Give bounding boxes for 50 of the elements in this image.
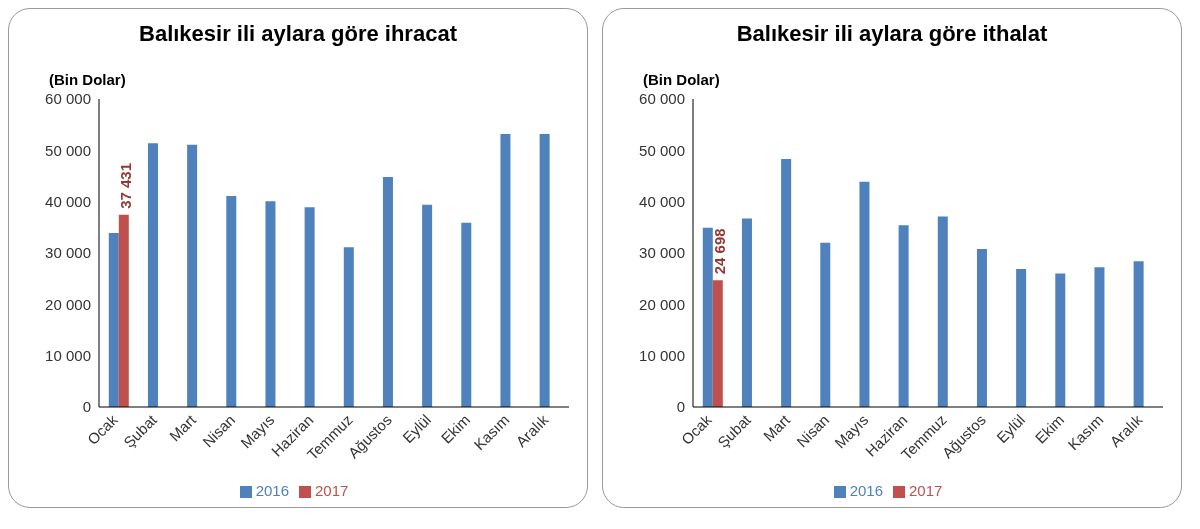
bar xyxy=(1055,273,1066,407)
y-axis-title: (Bin Dolar) xyxy=(49,71,126,88)
y-tick-label: 30 000 xyxy=(45,244,91,262)
bar xyxy=(118,214,129,407)
y-tick-label: 10 000 xyxy=(45,346,91,364)
y-tick-label: 30 000 xyxy=(639,244,685,262)
bar xyxy=(108,232,119,407)
bar xyxy=(820,242,831,407)
bar xyxy=(500,133,511,407)
legend-label: 2017 xyxy=(909,482,943,499)
bar xyxy=(226,196,237,407)
bar xyxy=(1133,261,1144,407)
y-tick-label: 10 000 xyxy=(639,346,685,364)
bar xyxy=(422,204,433,407)
bar xyxy=(702,227,713,407)
y-tick-label: 60 000 xyxy=(639,90,685,108)
bar xyxy=(976,248,987,407)
chart-title: Balıkesir ili aylara göre ihracat xyxy=(138,21,458,47)
data-label: 37 431 xyxy=(116,162,134,209)
bar xyxy=(1094,267,1105,407)
y-tick-label: 0 xyxy=(82,398,91,416)
y-axis-title: (Bin Dolar) xyxy=(643,71,720,88)
bar xyxy=(712,280,723,407)
bar xyxy=(859,181,870,407)
bar xyxy=(937,216,948,407)
y-tick-label: 60 000 xyxy=(45,90,91,108)
bar xyxy=(147,143,158,407)
legend-label: 2016 xyxy=(849,482,883,499)
bar xyxy=(1016,268,1027,407)
bar xyxy=(382,177,393,407)
legend-label: 2016 xyxy=(255,482,289,499)
y-tick-label: 20 000 xyxy=(45,295,91,313)
bar xyxy=(304,207,315,407)
legend-label: 2017 xyxy=(315,482,349,499)
bar xyxy=(187,144,198,407)
y-tick-label: 0 xyxy=(676,398,685,416)
y-tick-label: 40 000 xyxy=(45,192,91,210)
bar xyxy=(265,201,276,407)
y-tick-label: 50 000 xyxy=(45,141,91,159)
data-label: 24 698 xyxy=(710,228,728,275)
bar xyxy=(781,159,792,407)
bar xyxy=(343,247,354,407)
bar xyxy=(539,133,550,407)
chart-title: Balıkesir ili aylara göre ithalat xyxy=(735,21,1049,47)
y-tick-label: 40 000 xyxy=(639,192,685,210)
bar xyxy=(898,225,909,407)
y-tick-label: 50 000 xyxy=(639,141,685,159)
bar xyxy=(461,222,472,407)
y-tick-label: 20 000 xyxy=(639,295,685,313)
bar xyxy=(741,218,752,407)
